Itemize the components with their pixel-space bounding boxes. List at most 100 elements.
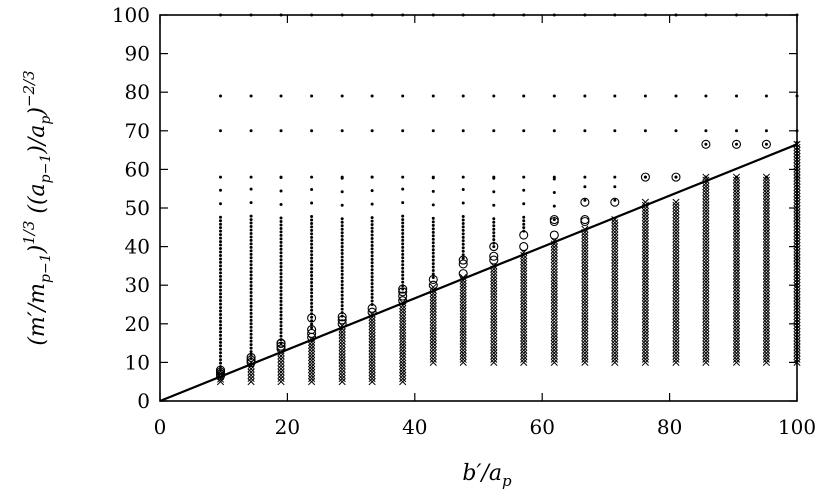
cross-point: [520, 300, 528, 308]
cross-stroke: [520, 267, 528, 275]
cross-point: [732, 176, 741, 184]
dot-point: [249, 322, 253, 326]
cross-stroke: [459, 286, 467, 294]
cross-point: [762, 210, 770, 218]
cross-point: [732, 272, 741, 280]
cross-stroke: [308, 344, 316, 352]
cross-stroke: [550, 299, 558, 307]
cross-stroke: [581, 234, 589, 243]
cross-stroke: [429, 321, 437, 329]
dot-point: [370, 230, 374, 234]
cross-point: [399, 372, 407, 380]
dot-point: [431, 275, 435, 279]
cross-stroke: [641, 340, 649, 348]
cross-stroke: [581, 352, 589, 360]
cross-point: [672, 241, 680, 249]
cross-point: [581, 309, 589, 317]
dot-point: [249, 252, 253, 256]
dot-point: [219, 316, 223, 320]
cross-stroke: [672, 300, 680, 308]
cross-point: [641, 229, 649, 237]
cross-point: [520, 291, 528, 299]
dot-point: [552, 175, 556, 179]
cross-stroke: [520, 309, 528, 318]
cross-stroke: [762, 281, 770, 289]
cross-point: [247, 368, 255, 376]
y-tick-label: 90: [125, 42, 150, 66]
dot-point: [401, 175, 405, 179]
cross-stroke: [641, 312, 649, 320]
cross-stroke: [672, 340, 680, 348]
cross-point: [338, 356, 346, 364]
cross-point: [672, 358, 680, 366]
cross-point: [520, 358, 528, 366]
dot-point: [370, 223, 374, 227]
cross-stroke: [399, 347, 407, 355]
cross-stroke: [277, 358, 285, 366]
dot-point: [431, 248, 435, 252]
cross-stroke: [762, 318, 770, 326]
dot-point: [340, 248, 344, 252]
cross-stroke: [550, 312, 558, 320]
cross-stroke: [732, 198, 741, 206]
cross-point: [702, 293, 710, 302]
cross-point: [732, 219, 741, 227]
cross-stroke: [581, 312, 589, 320]
cross-point: [368, 335, 376, 343]
cross-stroke: [611, 278, 619, 286]
cross-stroke: [550, 284, 558, 292]
cross-point: [399, 338, 407, 346]
dot-point: [219, 129, 223, 133]
dot-point: [310, 315, 314, 319]
dot-point: [340, 217, 344, 221]
cross-stroke: [702, 337, 710, 345]
cross-point: [399, 356, 407, 364]
cross-point: [641, 238, 649, 246]
cross-point: [672, 318, 680, 326]
cross-stroke: [732, 222, 741, 231]
cross-point: [520, 343, 528, 351]
cross-point: [732, 278, 741, 286]
cross-stroke: [611, 324, 619, 332]
cross-point: [581, 244, 589, 252]
cross-point: [762, 300, 770, 308]
cross-point: [459, 340, 467, 348]
cross-point: [429, 336, 437, 344]
cross-point: [429, 352, 437, 360]
cross-stroke: [429, 283, 437, 291]
cross-stroke: [490, 287, 498, 295]
cross-point: [732, 346, 741, 354]
cross-stroke: [459, 295, 467, 303]
y-tick-label: 100: [112, 3, 150, 27]
cross-stroke: [611, 290, 619, 298]
dot-point: [249, 175, 253, 179]
cross-stroke: [672, 223, 680, 231]
cross-point: [702, 198, 710, 206]
cross-point: [277, 362, 285, 370]
cross-point: [550, 315, 558, 323]
cross-point: [429, 330, 437, 338]
dot-point: [431, 237, 435, 241]
cross-stroke: [611, 262, 619, 270]
cross-stroke: [520, 334, 528, 342]
cross-stroke: [581, 300, 589, 308]
dot-point: [279, 289, 283, 293]
dot-point: [279, 282, 283, 286]
x-tick-label: 100: [778, 415, 816, 439]
cross-stroke: [429, 355, 437, 363]
dot-point: [340, 231, 344, 235]
cross-point: [550, 324, 558, 332]
cross-stroke: [732, 340, 741, 348]
cross-point: [429, 302, 437, 310]
dot-point: [552, 204, 556, 208]
dot-point: [461, 187, 465, 191]
cross-point: [702, 247, 710, 255]
cross-point: [490, 274, 498, 282]
cross-point: [762, 358, 770, 366]
dot-point: [704, 175, 708, 179]
dot-point: [370, 278, 374, 282]
cross-point: [762, 238, 770, 246]
dot-point: [310, 305, 314, 309]
cross-stroke: [672, 309, 680, 317]
